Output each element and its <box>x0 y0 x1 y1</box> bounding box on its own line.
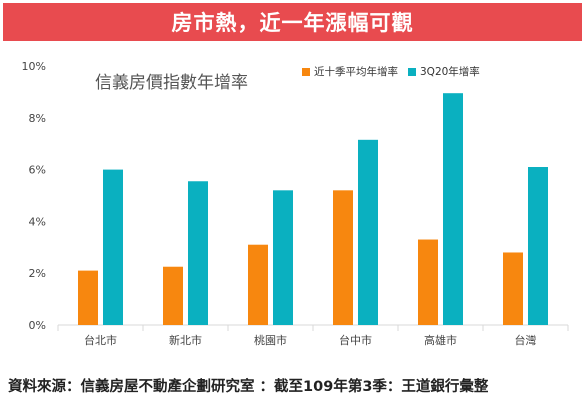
y-tick-label: 8% <box>29 112 46 125</box>
bar-series2 <box>443 93 463 325</box>
bar-series2 <box>103 169 123 325</box>
bar-series1 <box>163 266 183 325</box>
x-tick-label: 桃園市 <box>254 333 287 347</box>
bar-series1 <box>333 190 353 325</box>
x-tick-label: 台北市 <box>84 333 117 347</box>
x-tick-label: 台中市 <box>339 333 372 347</box>
bar-series2 <box>528 167 548 325</box>
bar-series2 <box>273 190 293 325</box>
bar-series2 <box>358 139 378 325</box>
source-note: 資料來源：信義房屋不動產企劃研究室 ：截至109年第3季：王道銀行彙整 <box>8 379 489 395</box>
legend-label-series1: 近十季平均年增率 <box>314 66 398 78</box>
bar-series1 <box>418 239 438 325</box>
banner-title: 房市熱，近一年漲幅可觀 <box>3 3 582 41</box>
chart-title: 信義房價指數年增率 <box>95 73 248 93</box>
x-tick-label: 高雄市 <box>424 333 457 347</box>
legend-swatch-series1 <box>302 67 310 76</box>
bar-series1 <box>248 244 268 325</box>
bar-series1 <box>78 270 98 325</box>
x-tick-label: 台灣 <box>515 333 537 347</box>
legend-swatch-series2 <box>408 67 416 76</box>
legend-item-series1: 近十季平均年增率 <box>302 64 398 79</box>
legend-label-series2: 3Q20年增率 <box>420 66 480 78</box>
x-tick-label: 新北市 <box>169 333 202 347</box>
y-tick-label: 6% <box>29 164 46 177</box>
legend-item-series2: 3Q20年增率 <box>408 64 480 79</box>
y-tick-label: 2% <box>29 267 46 280</box>
bar-series1 <box>503 252 523 325</box>
chart-legend: 近十季平均年增率 3Q20年增率 <box>302 64 490 79</box>
y-tick-label: 0% <box>29 319 46 332</box>
y-tick-label: 4% <box>29 215 46 228</box>
bar-series2 <box>188 181 208 325</box>
y-tick-label: 10% <box>22 60 46 73</box>
